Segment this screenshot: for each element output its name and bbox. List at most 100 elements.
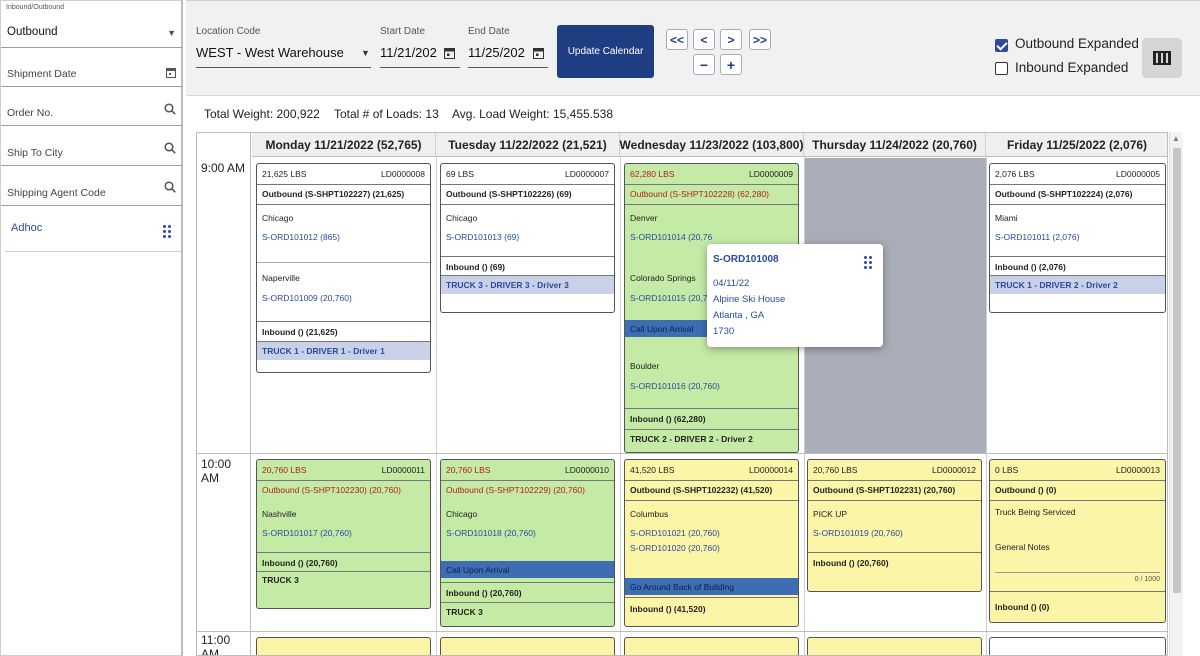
order-link[interactable]: S-ORD101015 (20,76 — [630, 293, 713, 303]
time-label: 9:00 AM — [201, 161, 246, 175]
search-icon[interactable] — [164, 103, 176, 118]
location-underline — [196, 67, 371, 68]
load-card[interactable] — [989, 637, 1166, 655]
location-code-label: Location Code — [196, 26, 261, 37]
load-card[interactable]: 69 LBS LD0000007 Outbound (S-SHPT102226) … — [440, 163, 615, 313]
order-link[interactable]: S-ORD101011 (2,076) — [995, 232, 1080, 242]
end-date-label: End Date — [468, 26, 510, 37]
total-weight: Total Weight: 200,922 — [204, 107, 320, 121]
stop-city: Naperville — [262, 273, 300, 283]
direction-select[interactable]: Inbound/Outbound Outbound ▼ — [1, 1, 182, 48]
load-card[interactable]: 0 LBS LD0000013 Outbound () (0) Truck Bei… — [989, 459, 1166, 623]
average-load-weight: Avg. Load Weight: 15,455.538 — [452, 107, 614, 121]
inbound-expanded-label: Inbound Expanded — [1015, 60, 1129, 75]
toolbar: Location Code WEST - West Warehouse ▼ St… — [186, 0, 1200, 96]
drag-handle-icon[interactable] — [163, 225, 171, 239]
popup-time: 1730 — [713, 326, 735, 337]
load-card[interactable]: 41,520 LBS LD0000014 Outbound (S-SHPT1022… — [624, 459, 799, 627]
location-code-value[interactable]: WEST - West Warehouse — [196, 45, 344, 60]
column-toggle-button[interactable] — [1142, 38, 1182, 78]
nav-first-button[interactable]: << — [666, 29, 688, 50]
outbound-expanded-label: Outbound Expanded — [1015, 36, 1139, 51]
update-calendar-button[interactable]: Update Calendar — [557, 25, 654, 78]
nav-last-button[interactable]: >> — [749, 29, 771, 50]
load-card[interactable] — [256, 637, 431, 655]
load-id: LD0000007 — [565, 169, 609, 179]
outbound-shipment: Outbound (S-SHPT102230) (20,760) — [262, 485, 401, 495]
stop-city: Miami — [995, 213, 1018, 223]
calendar-icon[interactable] — [444, 47, 455, 62]
load-card[interactable] — [440, 637, 615, 655]
load-weight: 41,520 LBS — [630, 465, 675, 475]
order-link[interactable]: S-ORD101014 (20,76 — [630, 232, 713, 242]
outbound-shipment: Outbound (S-SHPT102227) (21,625) — [262, 189, 405, 199]
nav-next-button[interactable]: > — [720, 29, 742, 50]
ship-to-city-field[interactable]: Ship To City — [1, 126, 182, 166]
load-card[interactable]: 20,760 LBS LD0000012 Outbound (S-SHPT1022… — [807, 459, 982, 592]
zoom-in-button[interactable]: + — [720, 54, 742, 75]
shipping-agent-code-field[interactable]: Shipping Agent Code — [1, 166, 182, 206]
order-no-field[interactable]: Order No. — [1, 87, 182, 126]
order-link[interactable]: S-ORD101019 (20,760) — [813, 528, 903, 538]
order-link[interactable]: S-ORD101017 (20,760) — [262, 528, 352, 538]
general-notes-input[interactable] — [995, 572, 1160, 573]
calendar-scrollbar[interactable]: ▲ — [1169, 132, 1183, 656]
zoom-out-button[interactable]: − — [693, 54, 715, 75]
shipment-date-placeholder: Shipment Date — [7, 68, 77, 80]
load-id: LD0000005 — [1116, 169, 1160, 179]
stop-city: Nashville — [262, 509, 297, 519]
scroll-up-icon[interactable]: ▲ — [1172, 134, 1180, 143]
load-card[interactable]: 2,076 LBS LD0000005 Outbound (S-SHPT10222… — [989, 163, 1166, 313]
load-card[interactable]: 21,625 LBS LD0000008 Outbound (S-SHPT1022… — [256, 163, 431, 373]
outbound-expanded-checkbox[interactable] — [995, 39, 1008, 52]
load-id: LD0000010 — [565, 465, 609, 475]
total-loads: Total # of Loads: 13 — [334, 107, 439, 121]
truck-assignment: TRUCK 2 - DRIVER 2 - Driver 2 — [630, 434, 753, 444]
inbound-shipment: Inbound () (41,520) — [630, 604, 706, 614]
shipment-date-field[interactable]: Shipment Date — [1, 48, 182, 87]
load-weight: 0 LBS — [995, 465, 1019, 475]
outbound-shipment: Outbound (S-SHPT102224) (2,076) — [995, 189, 1133, 199]
time-column: 9:00 AM 10:00 AM 11:00 AM — [197, 133, 251, 655]
load-card[interactable]: 20,760 LBS LD0000011 Outbound (S-SHPT1022… — [256, 459, 431, 609]
order-link[interactable]: S-ORD101020 (20,760) — [630, 543, 720, 553]
grid-line — [620, 157, 621, 655]
load-weight: 20,760 LBS — [262, 465, 307, 475]
caret-down-icon: ▼ — [167, 28, 176, 38]
calendar-icon[interactable] — [166, 67, 176, 81]
caret-down-icon[interactable]: ▼ — [361, 48, 370, 58]
load-card[interactable] — [807, 637, 982, 655]
adhoc-item[interactable]: Adhoc — [5, 213, 181, 252]
order-link[interactable]: S-ORD101018 (20,760) — [446, 528, 536, 538]
order-link[interactable]: S-ORD101012 (865) — [262, 232, 340, 242]
load-id: LD0000012 — [932, 465, 976, 475]
order-link[interactable]: S-ORD101009 (20,760) — [262, 293, 352, 303]
load-weight: 20,760 LBS — [813, 465, 858, 475]
order-link[interactable]: S-ORD101021 (20,760) — [630, 528, 720, 538]
end-date-value[interactable]: 11/25/202 — [468, 45, 525, 60]
shipping-agent-placeholder: Shipping Agent Code — [7, 187, 106, 199]
popup-customer: Alpine Ski House — [713, 294, 786, 305]
calendar-icon[interactable] — [533, 47, 544, 62]
load-id: LD0000011 — [381, 465, 425, 475]
load-card[interactable]: 20,760 LBS LD0000010 Outbound (S-SHPT1022… — [440, 459, 615, 627]
scroll-thumb[interactable] — [1173, 148, 1181, 593]
adhoc-label: Adhoc — [11, 222, 43, 234]
drag-handle-icon[interactable] — [864, 256, 872, 270]
load-weight: 20,760 LBS — [446, 465, 491, 475]
search-icon[interactable] — [164, 142, 176, 157]
order-link[interactable]: S-ORD101013 (69) — [446, 232, 520, 242]
load-card[interactable] — [624, 637, 799, 655]
outbound-shipment: Outbound (S-SHPT102226) (69) — [446, 189, 572, 199]
load-id: LD0000014 — [749, 465, 793, 475]
inbound-shipment: Inbound () (69) — [446, 262, 506, 272]
character-counter: 0 / 1000 — [1134, 576, 1160, 583]
start-date-value[interactable]: 11/21/202 — [380, 45, 437, 60]
order-link[interactable]: S-ORD101016 (20,760) — [630, 381, 720, 391]
order-popup[interactable]: S-ORD101008 04/11/22 Alpine Ski House At… — [707, 244, 883, 347]
search-icon[interactable] — [164, 181, 176, 196]
popup-order-number: S-ORD101008 — [713, 254, 779, 265]
outbound-shipment: Outbound (S-SHPT102228) (62,280) — [630, 189, 769, 199]
inbound-expanded-checkbox[interactable] — [995, 62, 1008, 75]
nav-prev-button[interactable]: < — [693, 29, 715, 50]
